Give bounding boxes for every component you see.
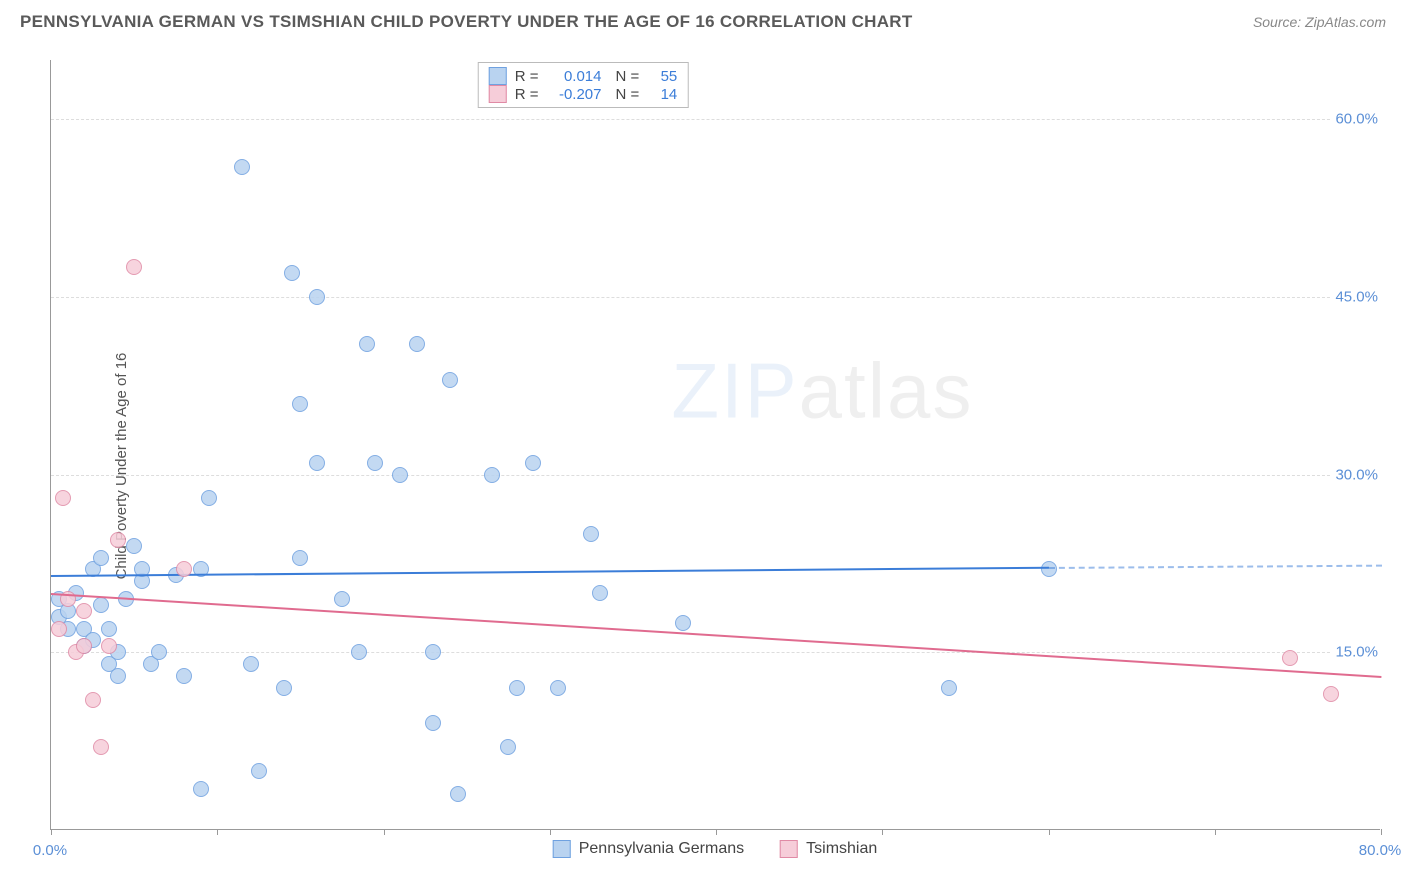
legend-stat-row: R = -0.207 N = 14 [489,85,678,103]
n-label: N = [616,86,640,103]
data-point [675,615,691,631]
data-point [484,467,500,483]
data-point [309,455,325,471]
r-label: R = [515,68,539,85]
data-point [93,597,109,613]
x-tick [51,829,52,835]
data-point [292,550,308,566]
data-point [126,259,142,275]
data-point [284,265,300,281]
data-point [243,656,259,672]
r-value: 0.014 [547,68,602,85]
data-point [110,668,126,684]
data-point [550,680,566,696]
data-point [101,621,117,637]
watermark-zip: ZIP [671,347,798,435]
x-tick [217,829,218,835]
n-value: 55 [647,68,677,85]
data-point [176,668,192,684]
data-point [51,621,67,637]
y-tick-label: 30.0% [1331,466,1382,483]
legend-swatch [553,840,571,858]
data-point [367,455,383,471]
data-point [509,680,525,696]
legend-item: Pennsylvania Germans [553,840,744,858]
x-tick [1381,829,1382,835]
y-tick-label: 45.0% [1331,288,1382,305]
gridline-h [51,475,1380,476]
data-point [234,159,250,175]
x-tick-label: 80.0% [1359,842,1402,859]
legend-swatch [489,85,507,103]
legend-swatch [780,840,798,858]
r-value: -0.207 [547,86,602,103]
n-label: N = [616,68,640,85]
data-point [525,455,541,471]
data-point [251,763,267,779]
data-point [334,591,350,607]
data-point [359,336,375,352]
data-point [425,715,441,731]
chart-container: Child Poverty Under the Age of 16 ZIPatl… [0,40,1406,892]
legend-label: Pennsylvania Germans [579,840,744,858]
x-tick [384,829,385,835]
data-point [93,550,109,566]
plot-area: ZIPatlas R = 0.014 N = 55 R = -0.207 N = 14 15.… [50,60,1380,830]
data-point [151,644,167,660]
data-point [392,467,408,483]
data-point [450,786,466,802]
x-tick [716,829,717,835]
data-point [176,561,192,577]
watermark: ZIPatlas [671,346,973,437]
legend-stats: R = 0.014 N = 55 R = -0.207 N = 14 [478,62,689,108]
x-tick [550,829,551,835]
x-tick [1049,829,1050,835]
n-value: 14 [647,86,677,103]
data-point [193,781,209,797]
data-point [292,396,308,412]
chart-header: PENNSYLVANIA GERMAN VS TSIMSHIAN CHILD P… [0,0,1406,40]
data-point [592,585,608,601]
data-point [85,692,101,708]
gridline-h [51,297,1380,298]
data-point [76,603,92,619]
data-point [101,638,117,654]
y-tick-label: 60.0% [1331,111,1382,128]
trend-line-ext [1048,565,1381,569]
gridline-h [51,652,1380,653]
data-point [126,538,142,554]
data-point [425,644,441,660]
watermark-atlas: atlas [799,347,974,435]
data-point [1323,686,1339,702]
x-tick [882,829,883,835]
data-point [351,644,367,660]
data-point [583,526,599,542]
x-tick-label: 0.0% [33,842,67,859]
r-label: R = [515,86,539,103]
legend-item: Tsimshian [780,840,877,858]
chart-source: Source: ZipAtlas.com [1253,14,1386,30]
data-point [409,336,425,352]
data-point [110,532,126,548]
data-point [941,680,957,696]
data-point [55,490,71,506]
data-point [201,490,217,506]
chart-title: PENNSYLVANIA GERMAN VS TSIMSHIAN CHILD P… [20,12,913,32]
data-point [93,739,109,755]
data-point [1041,561,1057,577]
data-point [76,638,92,654]
x-tick [1215,829,1216,835]
legend-label: Tsimshian [806,840,877,858]
legend-series: Pennsylvania Germans Tsimshian [553,840,878,858]
data-point [1282,650,1298,666]
data-point [442,372,458,388]
gridline-h [51,119,1380,120]
legend-swatch [489,67,507,85]
data-point [500,739,516,755]
y-tick-label: 15.0% [1331,644,1382,661]
legend-stat-row: R = 0.014 N = 55 [489,67,678,85]
data-point [309,289,325,305]
data-point [276,680,292,696]
